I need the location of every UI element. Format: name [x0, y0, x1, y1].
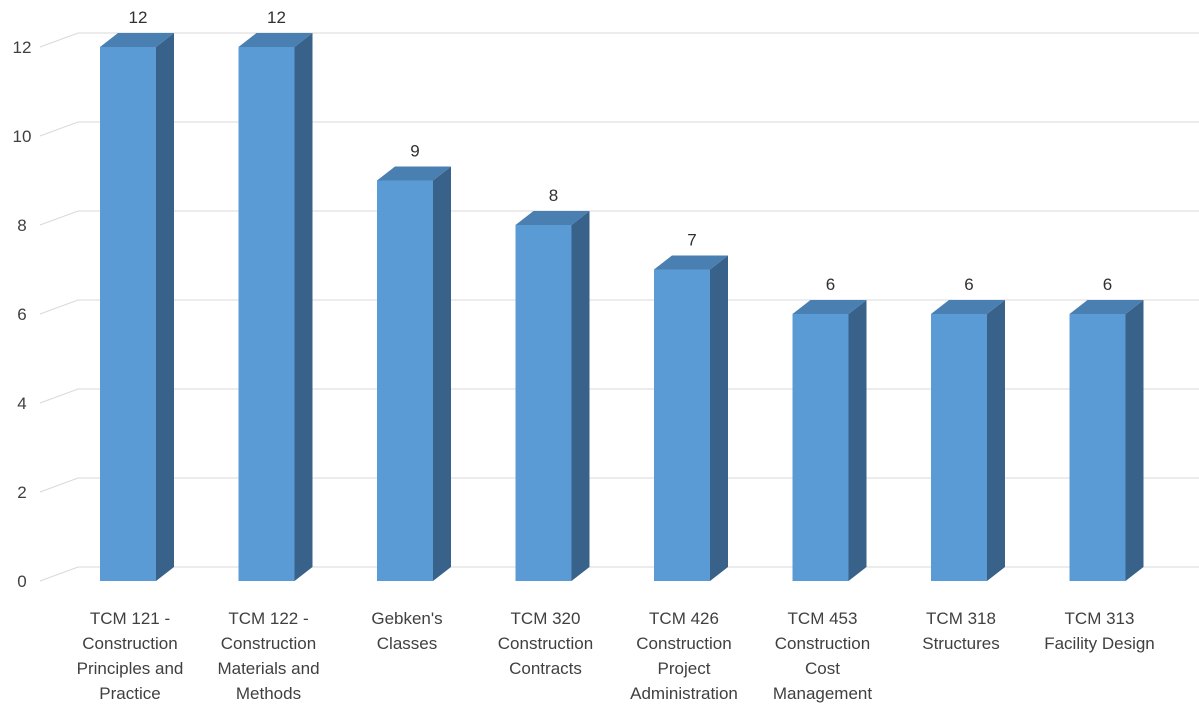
bar-top	[792, 300, 867, 314]
data-label: 7	[687, 231, 696, 250]
x-tick-label: TCM 453 Construction Cost Management	[773, 609, 873, 703]
gridlines	[39, 32, 1199, 582]
bar-top	[931, 300, 1005, 314]
bar	[931, 300, 1005, 581]
bar-top	[238, 33, 313, 47]
bar-top	[654, 255, 728, 270]
bar-top	[100, 33, 174, 47]
gridline	[39, 388, 1199, 404]
gridline	[39, 32, 1199, 48]
bar-front	[654, 269, 710, 581]
bar-top	[377, 166, 451, 181]
gridline	[39, 210, 1199, 226]
bar	[100, 33, 174, 581]
bar-front	[377, 180, 433, 581]
data-label: 8	[549, 186, 558, 205]
data-label: 12	[267, 8, 286, 27]
y-tick-label: 6	[17, 305, 26, 324]
bar-top	[515, 211, 590, 225]
bar-side	[156, 33, 174, 581]
bar	[654, 255, 728, 581]
bar-side	[294, 33, 313, 581]
bar	[1069, 300, 1144, 581]
x-tick-label: TCM 313 Facility Design	[1044, 609, 1155, 653]
bar	[515, 211, 590, 581]
data-label: 6	[1103, 275, 1112, 294]
bar-front	[1069, 314, 1126, 581]
bar-top	[1069, 300, 1144, 314]
bar	[377, 166, 451, 581]
y-tick-label: 12	[13, 38, 32, 57]
bars	[100, 33, 1144, 581]
x-tick-label: TCM 121 -Construction Principles and Pract…	[77, 609, 184, 703]
y-tick-label: 8	[17, 216, 26, 235]
bar-side	[433, 166, 451, 581]
gridline	[39, 299, 1199, 315]
bar-front	[931, 314, 987, 581]
bar-side	[1125, 300, 1144, 581]
x-tick-label: TCM 318 Structures	[922, 609, 999, 653]
bar	[238, 33, 313, 581]
bar-front	[515, 225, 572, 581]
y-axis: 0 2 4 6 8 10 12	[13, 38, 32, 591]
x-axis: TCM 121 -Construction Principles and Pract…	[77, 609, 1155, 703]
x-tick-label: TCM 122 -Construction Materials and Method…	[217, 609, 319, 703]
y-tick-label: 4	[17, 394, 26, 413]
x-tick-label: Gebken's Classes	[371, 609, 442, 653]
y-tick-label: 2	[17, 483, 26, 502]
bar-side	[987, 300, 1005, 581]
data-label: 6	[964, 275, 973, 294]
bar-side	[571, 211, 590, 581]
data-label: 12	[129, 8, 148, 27]
data-label: 9	[410, 142, 419, 161]
gridline	[39, 566, 1199, 582]
data-label: 6	[826, 275, 835, 294]
y-tick-label: 10	[13, 127, 32, 146]
bar-front	[100, 47, 156, 581]
data-labels: 12 12 9 8 7 6 6 6	[129, 8, 1113, 294]
gridline	[39, 121, 1199, 137]
x-tick-label: TCM 426 Construction Project Administration	[630, 609, 738, 703]
bar	[792, 300, 867, 581]
bar-side	[848, 300, 867, 581]
x-tick-label: TCM 320 Construction Contracts	[498, 609, 593, 678]
gridline	[39, 477, 1199, 493]
bar-side	[710, 255, 728, 581]
y-tick-label: 0	[17, 572, 26, 591]
bar-front	[792, 314, 849, 581]
bar-front	[238, 47, 295, 581]
